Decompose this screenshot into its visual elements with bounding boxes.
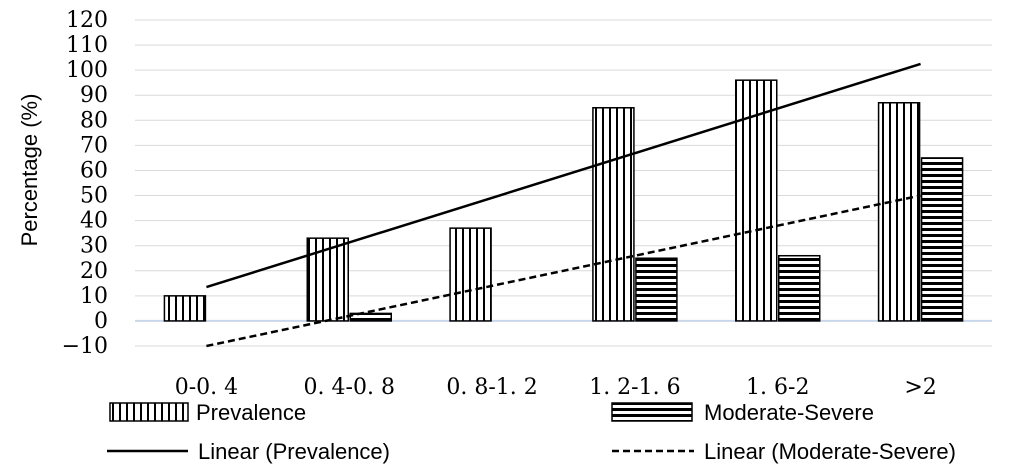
x-tick-label: 0. 4-0. 8 — [304, 375, 395, 400]
y-tick-label: 20 — [80, 259, 108, 284]
bar-moderate-severe — [349, 312, 392, 322]
bar-prevalence — [877, 102, 921, 322]
x-tick-label: 1. 6-2 — [746, 375, 809, 400]
legend-label-linear-prevalence: Linear (Prevalence) — [198, 439, 390, 464]
legend-swatch-moderate-severe — [611, 402, 693, 422]
x-tick-label: 0. 8-1. 2 — [446, 375, 537, 400]
x-axis-ticks: 0-0. 4 0. 4-0. 8 0. 8-1. 2 1. 2-1. 6 1. 6-2 >… — [175, 375, 937, 400]
y-tick-label: 110 — [66, 33, 108, 58]
trendline-moderate-severe — [206, 194, 921, 348]
legend-swatch-prevalence — [109, 402, 189, 422]
y-tick-label: 80 — [80, 108, 108, 133]
bar-prevalence — [592, 107, 635, 322]
gridlines — [135, 19, 992, 347]
y-tick-label: 100 — [66, 58, 108, 83]
legend-label-prevalence: Prevalence — [196, 400, 306, 425]
y-tick-label: 50 — [80, 184, 108, 209]
bar-prevalence — [735, 79, 778, 322]
bar-prevalence — [449, 227, 492, 322]
bar-moderate-severe — [920, 157, 964, 322]
trendline-prevalence — [206, 62, 921, 289]
y-tick-label: 30 — [80, 234, 108, 259]
y-axis-label: Percentage (%) — [17, 94, 42, 247]
bar-moderate-severe — [778, 254, 821, 322]
x-tick-label: 0-0. 4 — [175, 375, 238, 400]
x-tick-label: >2 — [904, 375, 936, 400]
y-tick-label: 10 — [80, 284, 108, 309]
legend-label-linear-moderate-severe: Linear (Moderate-Severe) — [704, 439, 956, 464]
y-tick-label: 120 — [66, 8, 108, 33]
y-tick-label: 70 — [80, 133, 108, 158]
y-tick-label: 0 — [94, 309, 108, 334]
x-tick-label: 1. 2-1. 6 — [589, 375, 680, 400]
y-tick-label: 60 — [80, 158, 108, 183]
bar-moderate-severe — [635, 257, 678, 322]
trendlines — [206, 62, 921, 348]
y-tick-label: −10 — [62, 334, 108, 359]
legend-label-moderate-severe: Moderate-Severe — [704, 400, 874, 425]
y-tick-label: 90 — [80, 83, 108, 108]
bar-prevalence — [163, 295, 207, 322]
legend: Prevalence Moderate-Severe Linear (Preva… — [107, 400, 956, 464]
y-tick-label: 40 — [80, 209, 108, 234]
bars — [163, 79, 964, 322]
bar-prevalence — [306, 237, 349, 322]
